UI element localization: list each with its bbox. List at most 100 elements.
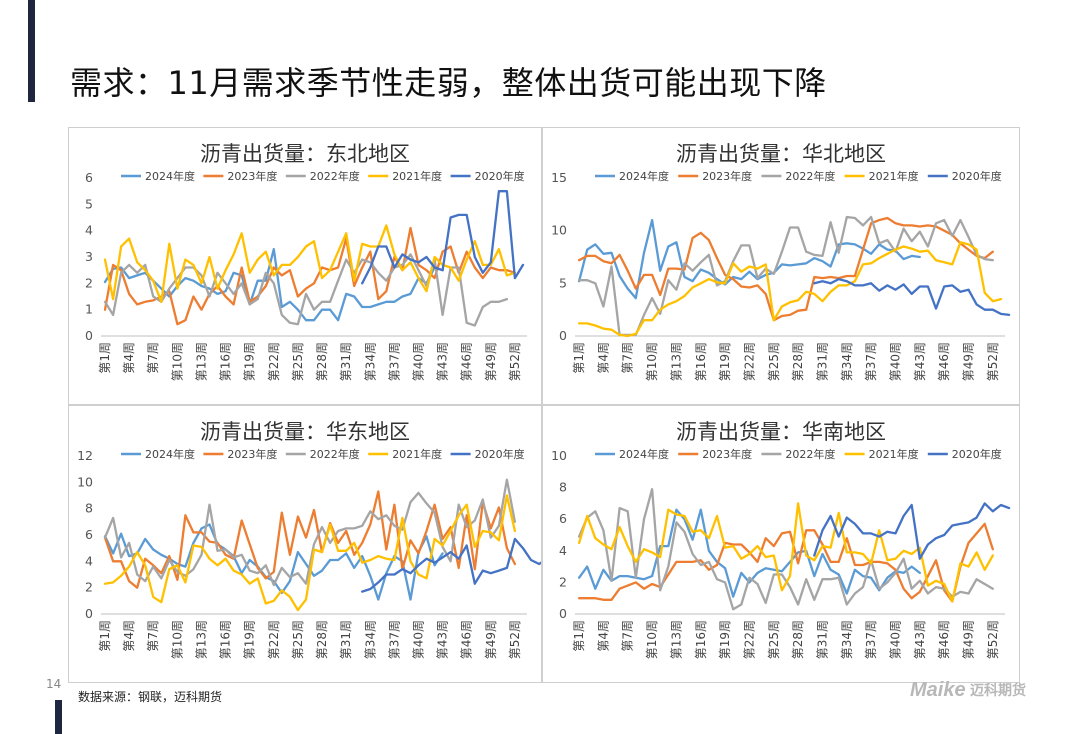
x-tick-label: 第1周: [98, 620, 112, 652]
legend-label: 2024年度: [619, 447, 669, 461]
x-tick-label: 第40周: [888, 342, 902, 381]
x-tick-label: 第49周: [484, 620, 498, 659]
x-tick-label: 第22周: [742, 342, 756, 381]
x-tick-label: 第37周: [864, 342, 878, 381]
series-line-2020年度: [361, 537, 541, 593]
x-tick-label: 第49周: [484, 342, 498, 381]
x-tick-label: 第49周: [961, 342, 975, 381]
x-tick-label: 第16周: [694, 342, 708, 381]
x-tick-label: 第28周: [315, 342, 329, 381]
x-tick-label: 第10周: [170, 342, 184, 381]
x-tick-label: 第1周: [98, 342, 112, 374]
legend-label: 2023年度: [702, 447, 752, 461]
x-tick-label: 第7周: [621, 342, 635, 374]
chart-title: 沥青出货量：东北地区: [200, 142, 410, 166]
x-tick-label: 第19周: [718, 620, 732, 659]
x-tick-label: 第16周: [219, 342, 233, 381]
x-tick-label: 第43周: [436, 342, 450, 381]
legend-label: 2020年度: [475, 447, 525, 461]
x-tick-label: 第25周: [291, 342, 305, 381]
x-tick-label: 第4周: [596, 342, 610, 374]
x-tick-label: 第22周: [742, 620, 756, 659]
chart-title: 沥青出货量：华北地区: [676, 142, 886, 166]
series-line-2024年度: [103, 247, 444, 322]
chart-panel-east: 沥青出货量：华东地区 0 2 4 6 8 10 12 第1周 第4周 第7周 第10周 第13周 第16周…: [68, 405, 542, 683]
chart-panel-northeast: 沥青出货量：东北地区 0 1 2 3 4 5 6 第1周 第4周 第7周 第10周 第13周 第16周 第1…: [68, 127, 542, 405]
series-line-2020年度: [813, 502, 1011, 560]
x-tick-label: 第13周: [669, 620, 683, 659]
chart-south: 沥青出货量：华南地区 0 2 4 6 8 10 第1周 第4周 第7周 第10周 第13周 第16周 第1…: [551, 420, 1011, 659]
x-tick-label: 第52周: [986, 620, 1000, 659]
y-tick-label: 12: [77, 448, 93, 463]
series-line-2023年度: [577, 522, 994, 603]
legend-label: 2020年度: [475, 169, 525, 183]
x-tick-label: 第46周: [937, 620, 951, 659]
page-title: 需求：11月需求季节性走弱，整体出货可能出现下降: [70, 64, 827, 102]
y-tick-label: 2: [85, 275, 93, 290]
x-tick-label: 第1周: [572, 342, 586, 374]
chart-north: 沥青出货量：华北地区 0 5 10 15 第1周 第4周 第7周 第10周 第13周 第16周 第19…: [551, 142, 1011, 381]
legend-label: 2021年度: [392, 169, 442, 183]
legend-label: 2020年度: [952, 447, 1002, 461]
y-tick-label: 5: [559, 275, 567, 290]
legend-label: 2023年度: [227, 169, 277, 183]
y-tick-label: 4: [85, 553, 93, 568]
y-tick-label: 6: [559, 511, 567, 526]
x-tick-label: 第52周: [508, 620, 522, 659]
x-tick-label: 第1周: [572, 620, 586, 652]
x-tick-label: 第49周: [961, 620, 975, 659]
y-tick-label: 0: [85, 606, 93, 621]
maike-logo: Maike 迈科期货: [910, 679, 1026, 701]
series-line-2020年度: [813, 277, 1011, 317]
x-tick-label: 第25周: [767, 620, 781, 659]
x-tick-label: 第22周: [267, 620, 281, 659]
y-tick-label: 8: [559, 480, 567, 495]
x-tick-label: 第28周: [791, 620, 805, 659]
y-tick-label: 6: [85, 527, 93, 542]
series-line-2021年度: [103, 494, 517, 612]
x-tick-label: 第28周: [791, 342, 805, 381]
series-line-2022年度: [103, 253, 509, 327]
x-tick-label: 第16周: [694, 620, 708, 659]
x-tick-label: 第40周: [888, 620, 902, 659]
y-tick-label: 10: [551, 223, 567, 238]
y-tick-label: 4: [559, 543, 567, 558]
x-tick-label: 第13周: [669, 342, 683, 381]
y-tick-label: 10: [551, 448, 567, 463]
x-tick-label: 第46周: [460, 342, 474, 381]
legend-label: 2021年度: [869, 169, 919, 183]
x-tick-label: 第46周: [460, 620, 474, 659]
data-source: 数据来源：钢联，迈科期货: [78, 690, 223, 704]
x-tick-label: 第4周: [122, 620, 136, 652]
chart-northeast: 沥青出货量：东北地区 0 1 2 3 4 5 6 第1周 第4周 第7周 第10周 第13周 第16周 第1…: [85, 142, 527, 381]
legend-label: 2022年度: [785, 447, 835, 461]
y-tick-label: 4: [85, 223, 93, 238]
x-tick-label: 第28周: [315, 620, 329, 659]
x-tick-label: 第7周: [621, 620, 635, 652]
x-tick-label: 第34周: [840, 342, 854, 381]
x-tick-label: 第37周: [387, 620, 401, 659]
y-tick-label: 5: [85, 196, 93, 211]
x-tick-label: 第10周: [645, 620, 659, 659]
x-tick-label: 第43周: [913, 342, 927, 381]
x-tick-label: 第10周: [170, 620, 184, 659]
legend-label: 2023年度: [227, 447, 277, 461]
y-tick-label: 0: [559, 606, 567, 621]
series-line-2023年度: [103, 226, 517, 326]
x-tick-label: 第31周: [815, 620, 829, 659]
legend-label: 2022年度: [310, 447, 360, 461]
x-tick-label: 第31周: [339, 342, 353, 381]
y-tick-label: 2: [85, 580, 93, 595]
x-tick-label: 第31周: [339, 620, 353, 659]
x-tick-label: 第7周: [146, 342, 160, 374]
legend-label: 2023年度: [702, 169, 752, 183]
series-line-2021年度: [103, 224, 517, 303]
x-tick-label: 第43周: [436, 620, 450, 659]
y-tick-label: 0: [559, 328, 567, 343]
x-tick-label: 第19周: [718, 342, 732, 381]
y-tick-label: 2: [559, 574, 567, 589]
series-line-2022年度: [577, 488, 994, 611]
y-tick-label: 0: [85, 328, 93, 343]
legend-label: 2021年度: [869, 447, 919, 461]
y-tick-label: 15: [551, 170, 567, 185]
